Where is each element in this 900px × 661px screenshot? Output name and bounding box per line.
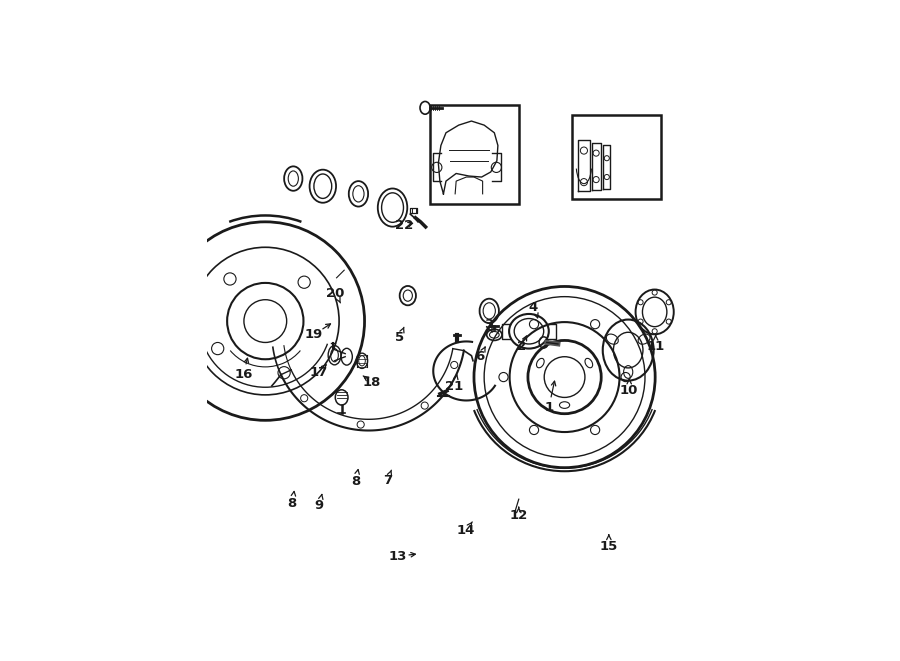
Text: 17: 17: [309, 366, 328, 379]
Text: 11: 11: [646, 340, 665, 353]
Text: 19: 19: [304, 329, 323, 341]
Text: 3: 3: [483, 318, 493, 331]
Bar: [429, 105, 518, 204]
Text: 4: 4: [529, 301, 538, 314]
Text: 12: 12: [509, 509, 528, 522]
Text: 8: 8: [288, 497, 297, 510]
Text: 15: 15: [599, 539, 618, 553]
Text: 9: 9: [315, 499, 324, 512]
Text: 10: 10: [620, 384, 638, 397]
Text: 2: 2: [517, 340, 526, 353]
Bar: [572, 115, 662, 199]
Text: 20: 20: [327, 287, 345, 299]
Text: 7: 7: [382, 474, 392, 487]
Text: 22: 22: [394, 219, 413, 233]
Text: 16: 16: [234, 368, 253, 381]
Text: 1: 1: [544, 401, 554, 414]
Text: 18: 18: [363, 375, 382, 389]
Text: 6: 6: [475, 350, 485, 363]
Text: 21: 21: [445, 379, 464, 393]
Text: 14: 14: [456, 524, 475, 537]
Text: 5: 5: [395, 331, 404, 344]
Text: 8: 8: [351, 475, 360, 488]
Text: 13: 13: [389, 550, 408, 563]
